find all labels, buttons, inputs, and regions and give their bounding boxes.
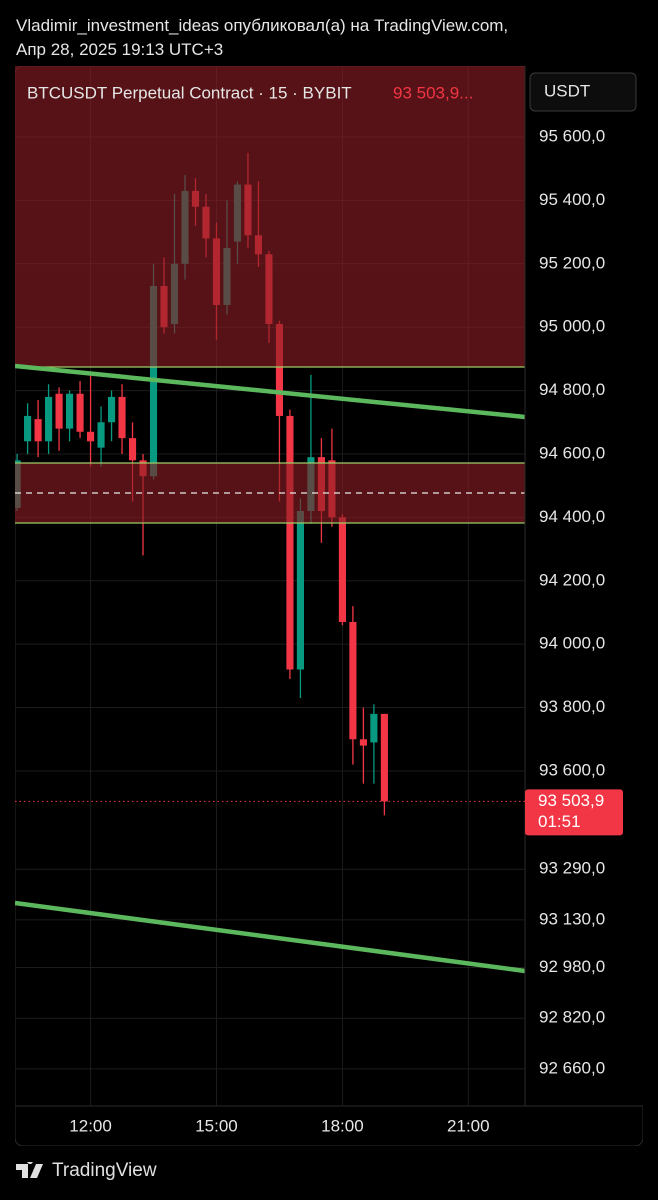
x-tick-label: 15:00 [195, 1116, 238, 1135]
candle-body [286, 415, 294, 670]
resistance-zone [15, 66, 525, 367]
chart: BTCUSDT Perpetual Contract · 15 · BYBIT … [15, 66, 643, 1146]
last-price-box [525, 789, 623, 836]
header-price: 93 503,9... [393, 83, 473, 102]
trend-line [15, 363, 526, 420]
candle-body [66, 393, 74, 429]
trend-line [15, 900, 526, 974]
currency-button[interactable] [529, 72, 637, 112]
candle-body [296, 511, 304, 670]
y-tick-label: 94 000,0 [539, 634, 605, 653]
header: Vladimir_investment_ideas опубликовал(а)… [16, 14, 508, 62]
currency-label[interactable]: USDT [544, 81, 590, 100]
y-tick-label: 95 400,0 [539, 190, 605, 209]
y-tick-label: 93 130,0 [539, 909, 605, 928]
candle-body [118, 396, 126, 439]
y-tick-label: 95 600,0 [539, 126, 605, 145]
x-tick-label: 18:00 [321, 1116, 364, 1135]
y-tick-label: 93 800,0 [539, 697, 605, 716]
y-tick-label: 93 290,0 [539, 859, 605, 878]
candle-body [275, 324, 284, 416]
candle-body [34, 419, 42, 442]
price-axis [525, 66, 643, 1106]
candle-body [45, 396, 53, 442]
brand: TradingView [52, 1160, 157, 1181]
y-tick-label: 92 660,0 [539, 1058, 605, 1077]
footer: TradingView [16, 1160, 157, 1182]
candle-body [55, 393, 63, 429]
candle-body [380, 713, 388, 802]
countdown: 01:51 [538, 812, 581, 831]
tv-logo [16, 1162, 43, 1178]
candle-body [370, 713, 378, 743]
x-tick-label: 21:00 [447, 1116, 490, 1135]
drawings [15, 66, 526, 974]
candle-body [349, 621, 357, 740]
axes: 95 600,0 95 400,0 95 200,0 95 000,0 94 800,0… [15, 126, 623, 1135]
symbol-title: BTCUSDT Perpetual Contract · 15 · BYBIT [27, 83, 352, 102]
candle-body [107, 396, 116, 423]
candle-body [24, 415, 32, 442]
y-tick-label: 94 600,0 [539, 443, 605, 462]
y-tick-label: 94 200,0 [539, 570, 605, 589]
candle-body [76, 393, 84, 432]
candle-body [338, 517, 346, 622]
x-tick-label: 12:00 [69, 1116, 112, 1135]
publisher: Vladimir_investment_ideas опубликовал(а)… [16, 16, 509, 35]
y-tick-label: 93 600,0 [539, 760, 605, 779]
y-tick-label: 95 000,0 [539, 317, 605, 336]
candle-body [86, 431, 95, 442]
candle-body [97, 422, 105, 448]
y-tick-label: 92 820,0 [539, 1008, 605, 1027]
publish-date: Апр 28, 2025 19:13 UTC+3 [16, 40, 224, 59]
y-tick-label: 95 200,0 [539, 253, 605, 272]
y-tick-label: 92 980,0 [539, 957, 605, 976]
candle-body [128, 438, 137, 461]
candle-body [359, 739, 367, 746]
y-tick-label: 94 800,0 [539, 380, 605, 399]
last-price-label: 93 503,9 [538, 791, 604, 810]
y-tick-label: 94 400,0 [539, 507, 605, 526]
